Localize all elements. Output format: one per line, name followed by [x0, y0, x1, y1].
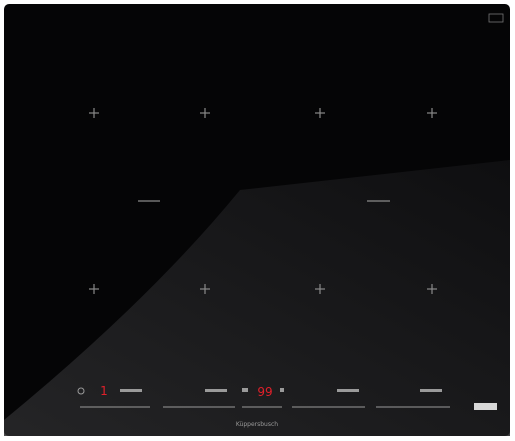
label-badge — [474, 403, 497, 410]
control-panel: 1 99 — [77, 384, 497, 410]
timer-button[interactable] — [280, 388, 284, 392]
brand: Küppersbusch — [236, 421, 278, 428]
timer-display: 99 — [257, 385, 272, 399]
zone-display: 1 — [100, 384, 108, 398]
zone-controls[interactable] — [337, 389, 359, 392]
timer-button[interactable] — [242, 388, 248, 392]
reflection — [4, 160, 510, 436]
zone-controls[interactable] — [205, 389, 227, 392]
zone-controls[interactable] — [420, 389, 442, 392]
logo-badge — [488, 13, 504, 23]
zone-markers — [89, 108, 437, 294]
power-button[interactable] — [77, 387, 85, 395]
zone-controls[interactable] — [120, 389, 142, 392]
